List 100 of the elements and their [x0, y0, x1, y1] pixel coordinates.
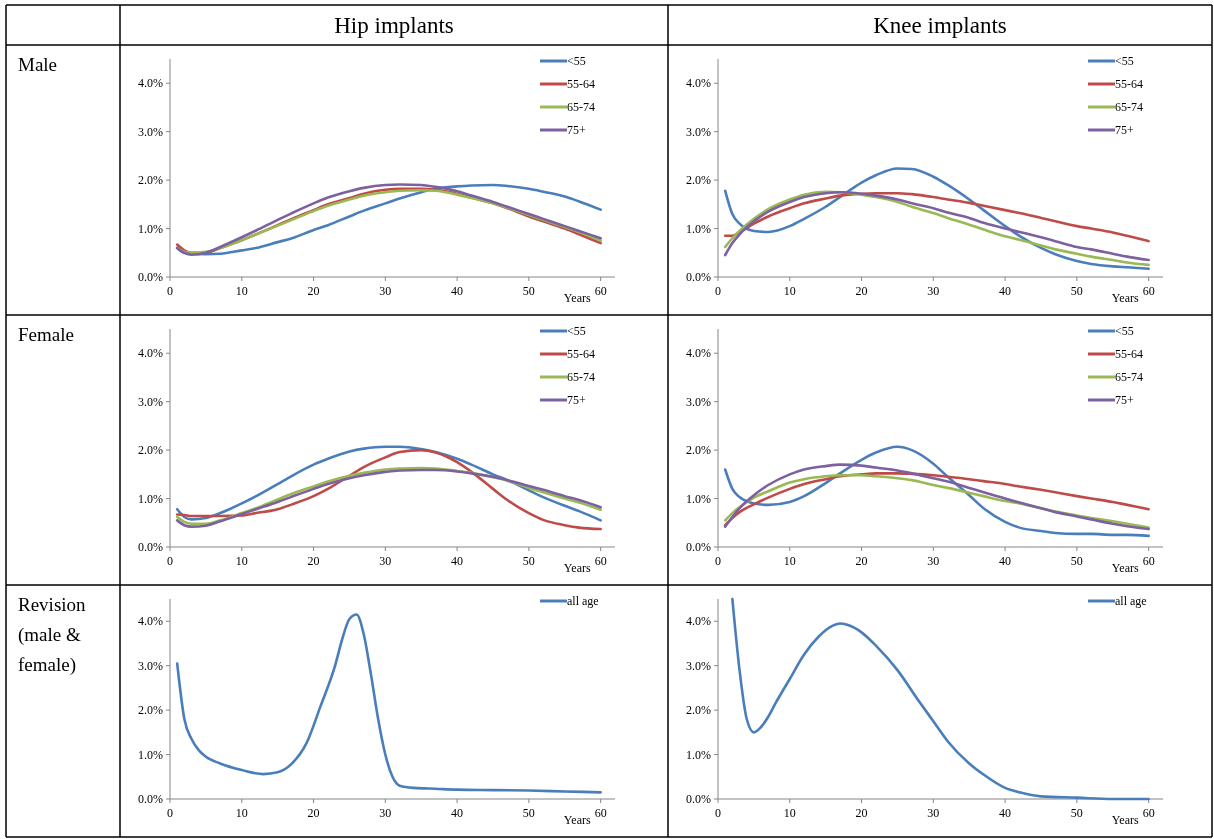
y-tick-label: 4.0% — [686, 614, 711, 629]
y-tick-label: 1.0% — [686, 747, 711, 762]
x-axis-title: Years — [1111, 561, 1139, 575]
x-tick-label: 20 — [855, 806, 868, 820]
x-tick-label: 40 — [451, 554, 464, 568]
x-tick-label: 20 — [855, 284, 868, 298]
legend-label: 75+ — [1115, 123, 1134, 137]
x-tick-label: 50 — [1070, 554, 1083, 568]
x-tick-label: 0 — [715, 554, 721, 568]
legend-label: 55-64 — [567, 347, 595, 361]
y-tick-label: 0.0% — [686, 792, 711, 806]
y-tick-label: 0.0% — [138, 792, 163, 806]
y-tick-label: 2.0% — [138, 173, 163, 188]
x-tick-label: 30 — [927, 284, 940, 298]
y-tick-label: 3.0% — [686, 658, 711, 673]
y-tick-label: 0.0% — [686, 540, 711, 554]
y-tick-label: 3.0% — [138, 658, 163, 673]
x-tick-label: 30 — [379, 554, 392, 568]
x-tick-label: 40 — [999, 554, 1012, 568]
y-tick-label: 4.0% — [686, 346, 711, 361]
y-tick-label: 0.0% — [686, 270, 711, 284]
x-tick-label: 10 — [783, 554, 796, 568]
y-axis-title: Revision (male & female) — [18, 594, 87, 676]
legend-label: 65-74 — [1115, 100, 1143, 114]
x-tick-label: 20 — [307, 284, 320, 298]
y-tick-label: 2.0% — [138, 703, 163, 718]
y-axis-title: Male — [18, 54, 58, 75]
y-tick-label: 4.0% — [138, 614, 163, 629]
x-tick-label: 10 — [235, 554, 248, 568]
x-tick-label: 10 — [235, 806, 248, 820]
x-tick-label: 0 — [167, 284, 173, 298]
y-tick-label: 4.0% — [138, 346, 163, 361]
y-tick-label: 2.0% — [686, 173, 711, 188]
x-tick-label: 60 — [1142, 806, 1155, 820]
y-tick-label: 1.0% — [686, 221, 711, 236]
x-tick-label: 20 — [307, 554, 320, 568]
x-tick-label: 30 — [379, 284, 392, 298]
x-tick-label: 60 — [1142, 284, 1155, 298]
legend-label: 65-74 — [1115, 370, 1143, 384]
legend-label: 55-64 — [1115, 77, 1143, 91]
y-tick-label: 1.0% — [686, 491, 711, 506]
x-tick-label: 20 — [855, 554, 868, 568]
chart-title: Hip implants — [334, 13, 454, 38]
x-axis-title: Years — [563, 291, 591, 305]
y-tick-label: 0.0% — [138, 270, 163, 284]
x-tick-label: 0 — [167, 554, 173, 568]
x-tick-label: 60 — [594, 284, 607, 298]
y-tick-label: 3.0% — [686, 124, 711, 139]
chart-title: Knee implants — [873, 13, 1007, 38]
x-axis-title: Years — [1111, 813, 1139, 827]
x-tick-label: 60 — [1142, 554, 1155, 568]
x-tick-label: 40 — [451, 806, 464, 820]
y-tick-label: 3.0% — [138, 124, 163, 139]
legend-label: 65-74 — [567, 100, 595, 114]
legend-label: <55 — [1115, 54, 1134, 68]
y-tick-label: 1.0% — [138, 747, 163, 762]
y-tick-label: 1.0% — [138, 491, 163, 506]
legend-label: 75+ — [567, 393, 586, 407]
y-tick-label: 2.0% — [686, 703, 711, 718]
legend-label: <55 — [567, 324, 586, 338]
x-tick-label: 10 — [783, 806, 796, 820]
y-tick-label: 3.0% — [686, 394, 711, 409]
x-tick-label: 50 — [1070, 284, 1083, 298]
x-tick-label: 20 — [307, 806, 320, 820]
x-tick-label: 50 — [522, 554, 535, 568]
y-tick-label: 4.0% — [138, 76, 163, 91]
y-tick-label: 2.0% — [138, 443, 163, 458]
x-tick-label: 60 — [594, 806, 607, 820]
x-tick-label: 30 — [927, 806, 940, 820]
y-tick-label: 3.0% — [138, 394, 163, 409]
x-axis-title: Years — [563, 813, 591, 827]
legend-label: <55 — [1115, 324, 1134, 338]
x-tick-label: 40 — [999, 284, 1012, 298]
y-tick-label: 2.0% — [686, 443, 711, 458]
legend-label: 55-64 — [567, 77, 595, 91]
x-axis-title: Years — [563, 561, 591, 575]
x-tick-label: 10 — [235, 284, 248, 298]
x-axis-title: Years — [1111, 291, 1139, 305]
x-tick-label: 50 — [522, 806, 535, 820]
legend-label: 75+ — [567, 123, 586, 137]
x-tick-label: 40 — [451, 284, 464, 298]
y-axis-title: Female — [18, 324, 74, 345]
x-tick-label: 50 — [1070, 806, 1083, 820]
legend-label: 65-74 — [567, 370, 595, 384]
legend-label: 75+ — [1115, 393, 1134, 407]
legend-label: all age — [1115, 594, 1147, 608]
x-tick-label: 40 — [999, 806, 1012, 820]
x-tick-label: 30 — [927, 554, 940, 568]
y-tick-label: 4.0% — [686, 76, 711, 91]
x-tick-label: 0 — [715, 284, 721, 298]
x-tick-label: 0 — [167, 806, 173, 820]
x-tick-label: 10 — [783, 284, 796, 298]
legend-label: all age — [567, 594, 599, 608]
legend-label: 55-64 — [1115, 347, 1143, 361]
y-tick-label: 0.0% — [138, 540, 163, 554]
x-tick-label: 60 — [594, 554, 607, 568]
y-tick-label: 1.0% — [138, 221, 163, 236]
legend-label: <55 — [567, 54, 586, 68]
x-tick-label: 0 — [715, 806, 721, 820]
x-tick-label: 30 — [379, 806, 392, 820]
